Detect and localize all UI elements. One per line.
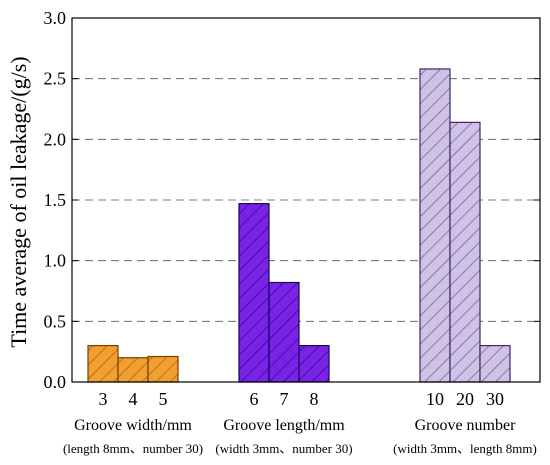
x-tick-label: 7	[280, 389, 289, 409]
bars	[87, 68, 511, 383]
group-labels: Groove width/mm (length 8mm、number 30) Gro…	[63, 417, 537, 456]
y-axis-label: Time average of oil leakage/(g/s)	[6, 56, 31, 347]
y-tick-label: 0.5	[44, 311, 67, 331]
x-tick-label: 10	[426, 389, 444, 409]
y-tick-label: 2.5	[44, 69, 67, 89]
x-tick-label: 3	[99, 389, 108, 409]
bar-20	[449, 121, 481, 383]
group-note: (length 8mm、number 30)	[63, 441, 203, 456]
y-tick-label: 1.0	[44, 251, 67, 271]
bar-6	[238, 203, 270, 383]
group-name: Groove length/mm	[223, 417, 345, 434]
y-tick-label: 2.0	[44, 129, 67, 149]
x-tick-label: 4	[129, 389, 138, 409]
y-axis-ticks: 0.0 0.5 1.0 1.5 2.0 2.5 3.0	[44, 8, 540, 392]
y-tick-label: 1.5	[44, 190, 67, 210]
bar-4	[117, 357, 149, 383]
y-tick-label: 3.0	[44, 8, 67, 28]
x-tick-label: 30	[486, 389, 504, 409]
bar-3	[87, 345, 119, 383]
group-note: (width 3mm、number 30)	[215, 441, 352, 456]
group-note: (width 3mm、length 8mm)	[393, 441, 537, 456]
bar-8	[298, 345, 330, 383]
y-tick-label: 0.0	[44, 372, 67, 392]
bar-7	[268, 281, 300, 383]
bar-5	[147, 355, 179, 383]
bar-30	[479, 345, 511, 383]
x-tick-label: 6	[250, 389, 259, 409]
x-tick-label: 8	[310, 389, 319, 409]
group-name: Groove width/mm	[74, 417, 192, 434]
x-tick-label: 20	[456, 389, 474, 409]
group-name: Groove number	[415, 417, 517, 434]
x-tick-label: 5	[159, 389, 168, 409]
x-tick-labels: 3 4 5 6 7 8 10 20 30	[99, 389, 505, 409]
bar-10	[419, 68, 451, 383]
